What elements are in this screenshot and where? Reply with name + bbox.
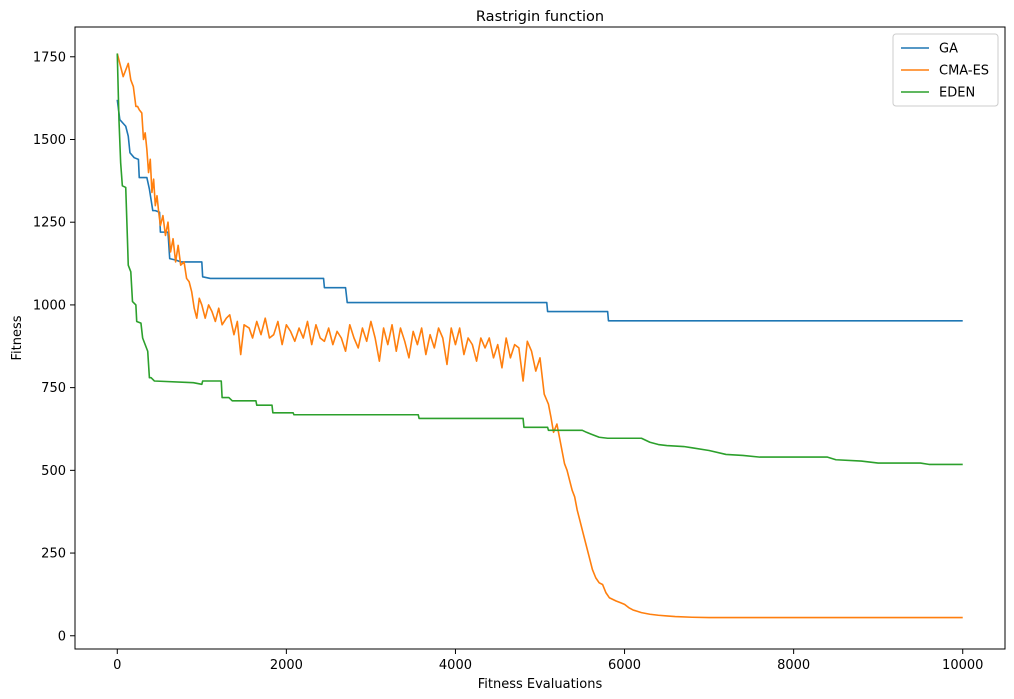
y-tick-label: 0	[58, 629, 66, 644]
x-axis: 0 2000 4000 6000 8000 10000	[113, 649, 983, 673]
legend-label: CMA-ES	[939, 64, 989, 79]
legend: GA CMA-ES EDEN	[892, 33, 999, 107]
series-line-ga	[116, 99, 963, 322]
x-tick-label: 0	[113, 658, 121, 673]
legend-box	[892, 33, 999, 107]
x-axis-label: Fitness Evaluations	[478, 677, 603, 692]
y-tick-label: 1250	[33, 216, 66, 231]
series-line-cma-es	[116, 53, 963, 619]
y-tick-label: 750	[41, 381, 66, 396]
plot-frame	[74, 26, 1006, 650]
x-tick-label: 2000	[270, 658, 303, 673]
x-tick-label: 8000	[777, 658, 810, 673]
y-axis: 0 250 500 750 1000 1250 1500 1750	[33, 50, 75, 644]
y-tick-label: 250	[41, 547, 66, 562]
legend-label: GA	[939, 42, 958, 57]
x-tick-label: 4000	[439, 658, 472, 673]
x-tick-label: 6000	[608, 658, 641, 673]
series-layer	[116, 53, 963, 619]
series-line-eden	[116, 53, 963, 466]
y-tick-label: 1750	[33, 50, 66, 65]
y-tick-label: 500	[41, 464, 66, 479]
chart-title: Rastrigin function	[476, 9, 604, 25]
legend-label: EDEN	[939, 86, 975, 101]
y-axis-label: Fitness	[10, 315, 25, 360]
y-tick-label: 1500	[33, 133, 66, 148]
y-tick-label: 1000	[33, 298, 66, 313]
plot-area	[75, 27, 1005, 649]
x-tick-label: 10000	[942, 658, 983, 673]
